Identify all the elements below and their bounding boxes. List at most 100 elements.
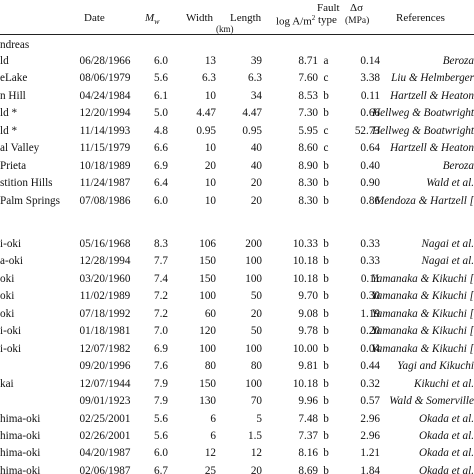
cell-name: ld (0, 55, 9, 67)
cell-ft: b (323, 177, 329, 190)
cell-length: 100 (245, 342, 262, 355)
cell-length: 100 (245, 377, 262, 390)
cell-loga: 10.33 (292, 238, 318, 250)
cell-name: hima-oki (0, 464, 41, 474)
cell-length: 6.3 (248, 72, 262, 85)
cell-mw: 6.6 (154, 142, 168, 155)
cell-ft: c (323, 142, 329, 155)
cell-ds: 0.33 (360, 238, 380, 250)
cell-ref: Yamanaka & Kikuchi [ (371, 290, 474, 303)
cell-mw: 5.6 (154, 412, 168, 425)
cell-ref: Beroza (442, 55, 474, 67)
cell-loga: 7.30 (298, 107, 318, 120)
cell-length: 39 (250, 55, 262, 67)
cell-mw: 6.0 (154, 447, 168, 460)
cell-date: 02/26/2001 (79, 429, 131, 442)
cell-date: 02/25/2001 (79, 412, 131, 425)
cell-ref: Nagai et al. (421, 238, 474, 250)
cell-width: 6.3 (202, 72, 216, 85)
cell-name: hima-oki (0, 429, 41, 442)
cell-mw: 6.7 (154, 464, 168, 474)
cell-length: 50 (250, 325, 262, 338)
cell-width: 10 (204, 89, 216, 102)
cell-date: 12/20/1994 (79, 107, 131, 120)
table-row: Prieta 10/18/1989 6.9 20 40 8.90 b 0.40 Beroza (0, 158, 474, 175)
table-row: oki 03/20/1960 7.4 150 100 10.18 b 0.11 Yamanaka… (0, 271, 474, 288)
cell-ref: Hellweg & Boatwright (372, 124, 474, 137)
cell-length: 200 (245, 238, 262, 250)
cell-name: oki (0, 307, 15, 320)
cell-name: ld * (0, 107, 18, 120)
table-row: hima-oki 02/25/2001 5.6 6 5 7.48 b 2.96 Okada et… (0, 411, 474, 428)
cell-date: 11/15/1979 (79, 142, 131, 155)
table-row: i-oki 12/07/1982 6.9 100 100 10.00 b 0.04 Yamana… (0, 341, 474, 358)
header-delta-sigma-unit: (MPa) (345, 16, 370, 26)
header-rule (0, 34, 474, 35)
cell-date: 05/16/1968 (79, 238, 131, 250)
cell-ref: Yamanaka & Kikuchi [ (371, 307, 474, 320)
cell-loga: 9.96 (298, 395, 318, 408)
cell-mw: 5.6 (154, 429, 168, 442)
cell-loga: 8.30 (298, 177, 318, 190)
cell-date: 09/01/1923 (79, 395, 131, 408)
table-row: a-oki 12/28/1994 7.7 150 100 10.18 b 0.33 Nagai … (0, 253, 474, 270)
table-row: hima-oki 02/26/2001 5.6 6 1.5 7.37 b 2.96 Okada … (0, 428, 474, 445)
cell-ds: 0.57 (360, 395, 380, 408)
cell-ref: Okada et al. (419, 464, 474, 474)
cell-width: 100 (199, 342, 216, 355)
cell-length: 5 (256, 412, 262, 425)
cell-ft: b (323, 159, 329, 172)
cell-ref: Okada et al. (419, 447, 474, 460)
cell-ft: b (323, 464, 329, 474)
cell-mw: 6.4 (154, 177, 168, 190)
cell-loga: 9.70 (298, 290, 318, 303)
cell-ref: Liu & Helmberger (391, 72, 474, 85)
cell-date: 12/28/1994 (79, 255, 131, 268)
cell-name: ld * (0, 124, 18, 137)
cell-mw: 6.9 (154, 342, 168, 355)
header-fault-type-2: type (318, 14, 337, 26)
cell-width: 10 (204, 177, 216, 190)
cell-ref: Hartzell & Heaton (390, 89, 474, 102)
cell-ft: b (323, 272, 329, 285)
cell-name: kai (0, 377, 14, 390)
cell-mw: 6.9 (154, 159, 168, 172)
cell-length: 100 (245, 272, 262, 285)
cell-length: 20 (250, 177, 262, 190)
table-row: al Valley 11/15/1979 6.6 10 40 8.60 c 0.64 Hartz… (0, 140, 474, 157)
header-loga-sup: 2 (311, 14, 316, 22)
cell-name: hima-oki (0, 447, 41, 460)
cell-loga: 8.30 (298, 194, 318, 207)
cell-loga: 8.90 (298, 159, 318, 172)
cell-loga: 8.53 (298, 89, 318, 102)
cell-ref: Wald & Somerville (389, 395, 474, 408)
cell-loga: 10.18 (292, 272, 318, 285)
cell-loga: 9.78 (298, 325, 318, 338)
cell-ft: b (323, 395, 329, 408)
cell-loga: 8.60 (298, 142, 318, 155)
table-row: ld * 11/14/1993 4.8 0.95 0.95 5.95 c 52.73 Hellw… (0, 123, 474, 140)
table-row: oki 07/18/1992 7.2 60 20 9.08 b 1.19 Yamanaka & … (0, 306, 474, 323)
cell-width: 0.95 (196, 124, 216, 137)
cell-date: 12/07/1982 (79, 342, 131, 355)
header-mw: Mw (145, 12, 160, 28)
cell-ref: Nagai et al. (421, 255, 474, 268)
cell-ft: b (323, 194, 329, 207)
header-date: Date (84, 12, 105, 24)
group-label-san-andreas: ndreas (0, 39, 30, 51)
cell-name: i-oki (0, 238, 22, 250)
cell-ds: 0.11 (360, 89, 380, 102)
cell-date: 04/24/1984 (79, 89, 131, 102)
cell-date: 02/06/1987 (79, 464, 131, 474)
cell-mw: 4.8 (154, 124, 168, 137)
cell-ds: 0.30 (360, 290, 380, 303)
cell-name: stition Hills (0, 177, 53, 190)
cell-name: al Valley (0, 142, 40, 155)
cell-length: 4.47 (242, 107, 262, 120)
cell-width: 10 (204, 194, 216, 207)
cell-length: 80 (250, 360, 262, 373)
cell-ft: b (323, 429, 329, 442)
cell-ds: 0.66 (360, 107, 380, 120)
table-row: kai 12/07/1944 7.9 150 100 10.18 b 0.32 Kikuchi … (0, 376, 474, 393)
cell-date: 11/02/1989 (79, 290, 131, 303)
